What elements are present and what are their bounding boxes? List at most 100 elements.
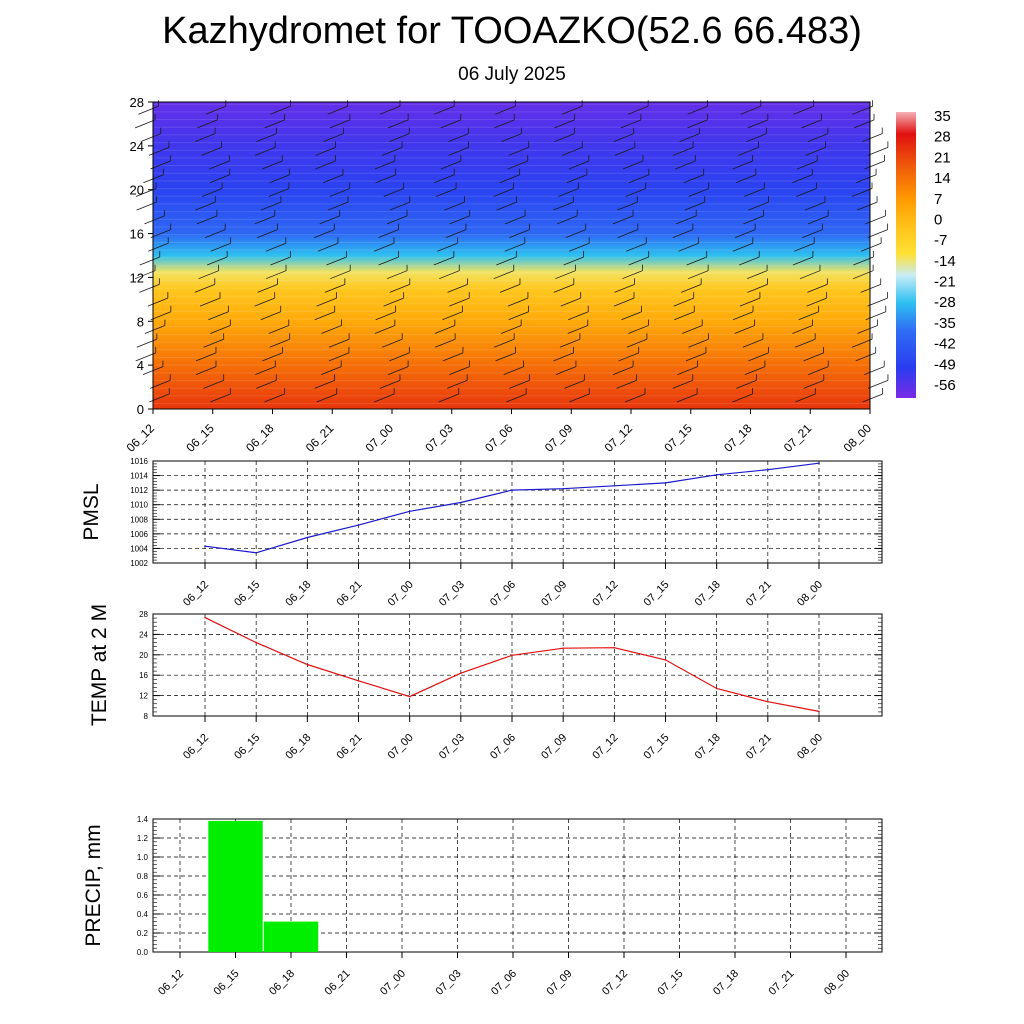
wind-barb [860,284,881,293]
y-tick-label: 12 [139,692,148,701]
wind-barb [562,146,583,156]
x-tick-label: 06_15 [232,732,262,762]
wind-barb [329,119,351,129]
wind-barb [557,215,578,225]
y-tick-label: 4 [137,358,144,373]
wind-barb [672,379,693,389]
wind-barb [495,105,516,115]
wind-barb [798,311,819,321]
data-point [204,545,206,548]
wind-barb [150,379,171,389]
y-axis-label: TEMP at 2 M [88,604,111,726]
wind-barb [262,352,283,362]
wind-barb [803,352,824,362]
wind-barb [746,270,768,280]
wind-barb [678,242,699,252]
wind-barb [315,146,336,156]
x-tick-label: 07_09 [542,421,576,455]
x-tick-label: 07_18 [721,421,755,455]
wind-barb [687,270,709,280]
wind-barb [676,393,698,403]
wind-barb [195,201,216,211]
wind-barb [322,174,344,184]
wind-barb [613,133,634,143]
wind-barb [199,297,221,307]
x-tick-label: 07_21 [744,732,774,762]
wind-barb [614,284,635,293]
wind-barb [739,297,761,307]
y-tick-label: 20 [139,651,148,660]
wind-barb [329,188,350,197]
wind-barb [262,160,283,170]
wind-barb [805,146,826,156]
panel-frame [152,818,883,953]
x-tick-label: 08_00 [795,579,825,609]
x-tick-label: 06_12 [181,579,211,609]
wind-barb [865,215,886,225]
wind-barb [795,393,816,403]
wind-barb [314,379,335,389]
wind-barb [449,366,470,375]
wind-barb [493,270,514,280]
wind-barb [675,160,696,170]
wind-barb [681,284,702,293]
wind-barb [747,284,768,293]
wind-barb [314,229,335,238]
wind-barb [317,242,339,252]
y-tick-label: 12 [130,270,144,285]
y-tick-label: 28 [139,610,148,619]
x-tick-label: 08_00 [841,421,875,455]
wind-barb [565,229,586,238]
wind-barb [862,393,883,403]
wind-barb [851,338,873,348]
colorbar-label: 14 [934,170,951,187]
wind-barb [612,215,634,225]
wind-barb [147,297,168,307]
wind-barb [504,242,525,252]
wind-barb [254,215,275,225]
wind-barb [624,393,646,403]
data-point [767,468,769,471]
wind-barb [440,160,462,170]
wind-barb [864,366,885,375]
y-tick-label: 24 [139,630,148,639]
wind-barb [150,229,171,238]
chart-subtitle: 06 July 2025 [458,64,566,85]
x-tick-label: 07_09 [539,732,569,762]
colorbar [896,112,916,398]
y-tick-label: 0 [137,402,144,417]
wind-barb [687,105,708,115]
colorbar-label: -35 [934,315,956,332]
wind-barb [496,256,517,266]
wind-barb [194,133,216,143]
wind-barb [742,338,764,348]
wind-barb [260,311,281,321]
wind-barb [197,119,218,129]
wind-barb [806,297,827,307]
wind-barb [625,188,646,197]
y-tick-label: 28 [130,95,144,110]
x-tick-label: 06_15 [183,421,217,455]
wind-barb [437,242,458,252]
data-point [460,672,462,674]
x-tick-label: 07_12 [600,968,630,998]
wind-barb [622,160,644,170]
wind-barb [210,325,231,334]
wind-barb [493,338,515,348]
wind-barb [324,284,346,293]
wind-barb [148,146,170,156]
x-tick-label: 07_12 [590,579,620,609]
wind-barb [264,393,285,403]
data-point [408,695,411,698]
y-axis-label: PRECIP, mm [82,824,105,946]
wind-barb [195,352,217,362]
wind-barb [613,297,635,307]
wind-barb [857,325,878,334]
wind-barb [201,146,222,156]
wind-barb [801,119,822,129]
y-tick-label: 1010 [130,501,148,510]
x-tick-label: 06_12 [124,421,158,455]
y-tick-label: 16 [139,671,148,680]
wind-barb [442,311,463,321]
y-tick-label: 1004 [130,544,148,553]
